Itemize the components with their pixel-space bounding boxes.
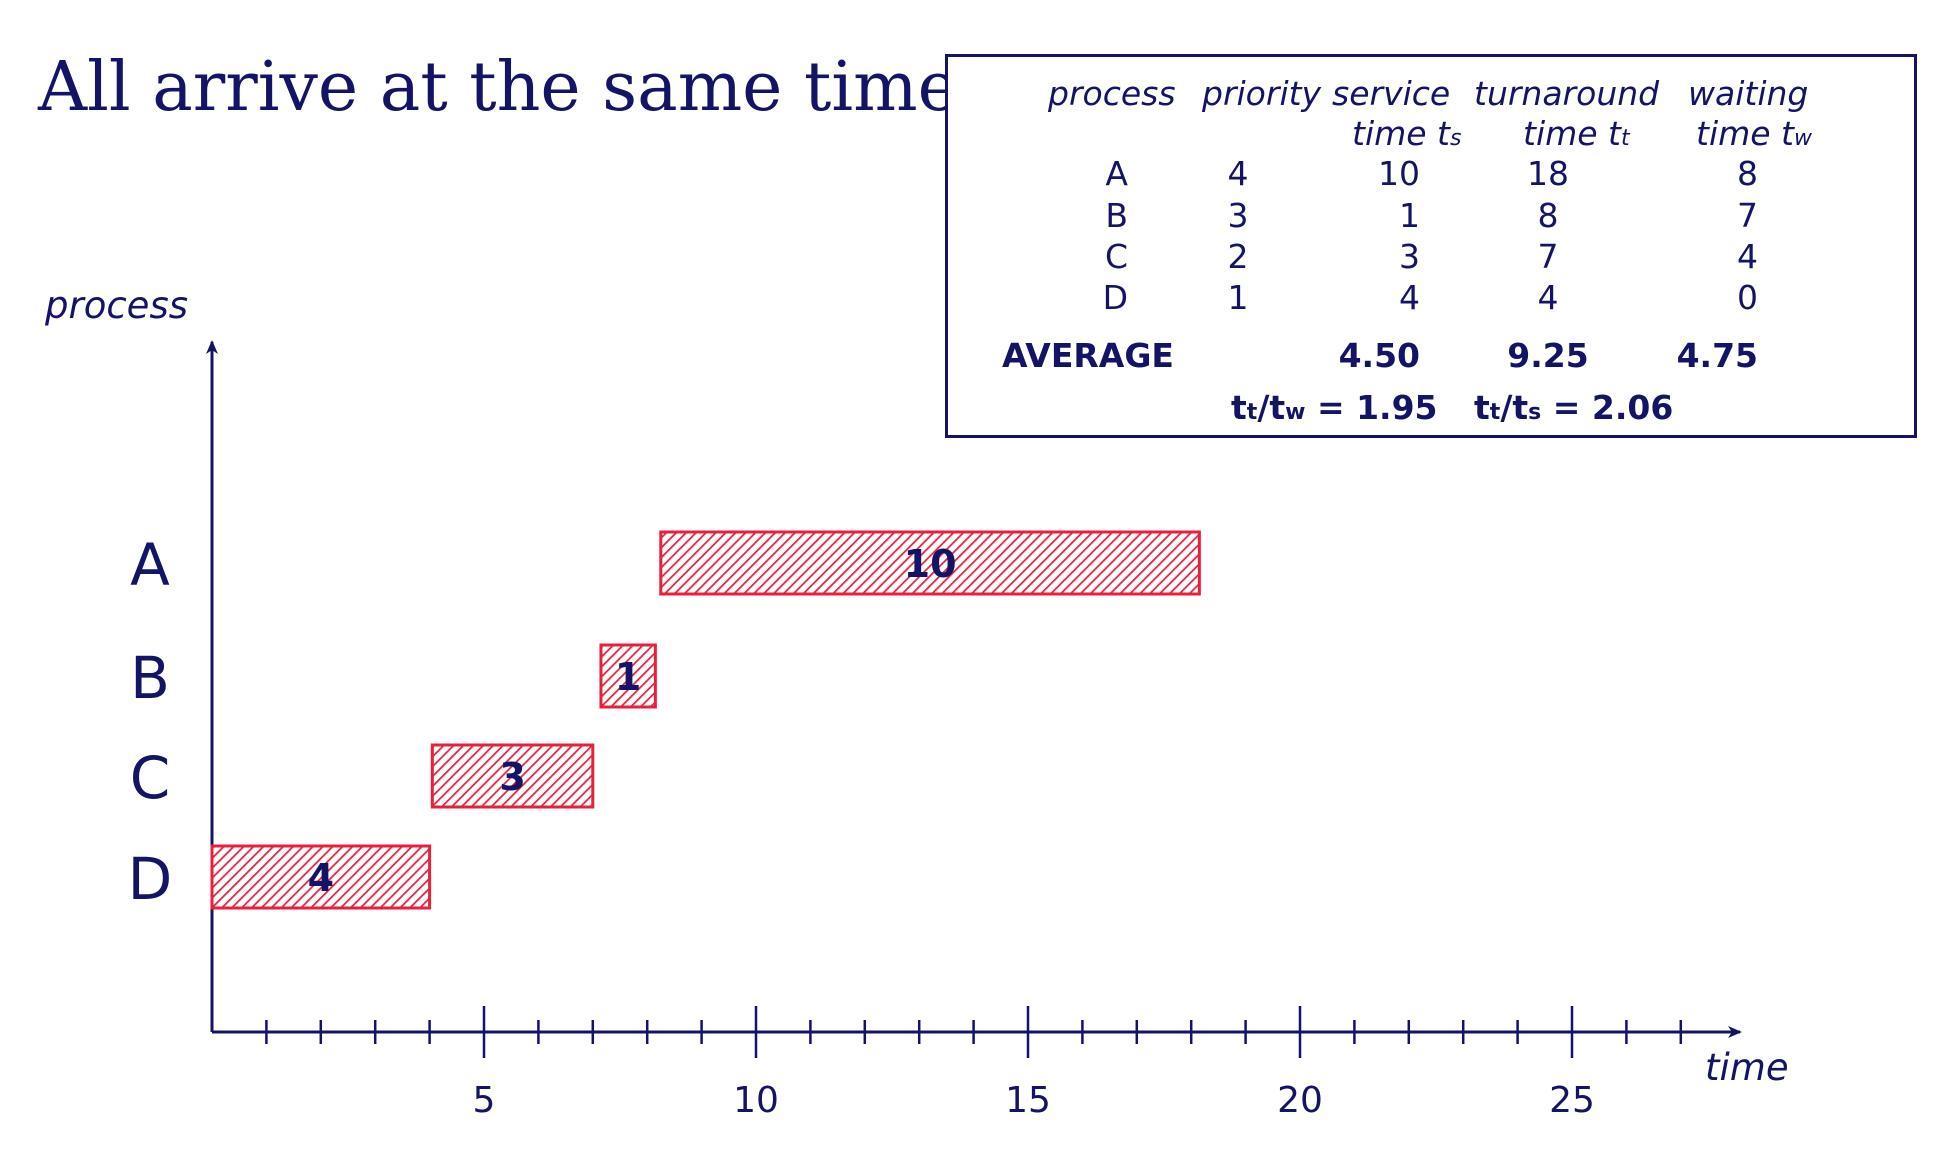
cell-process-c: C bbox=[1104, 237, 1128, 276]
x-tick-label: 25 bbox=[1549, 1080, 1595, 1121]
bar-d bbox=[210, 844, 432, 910]
cell-priority-c: 2 bbox=[1227, 237, 1249, 276]
header-service: service bbox=[1332, 74, 1451, 113]
header-waiting-time: time tw bbox=[1696, 114, 1812, 153]
x-tick-label: 5 bbox=[473, 1080, 496, 1121]
header-service-time: time ts bbox=[1352, 114, 1462, 153]
cell-waiting-a: 8 bbox=[1737, 154, 1758, 193]
cell-priority-b: 3 bbox=[1227, 196, 1249, 235]
average-service: 4.50 bbox=[1338, 336, 1420, 375]
process-label-b: B bbox=[130, 644, 170, 712]
x-tick-label: 10 bbox=[733, 1080, 779, 1121]
bar-c bbox=[430, 743, 595, 809]
y-axis-label: process bbox=[44, 284, 188, 327]
cell-turnaround-a: 18 bbox=[1527, 154, 1569, 193]
bar-label-d: 4 bbox=[308, 856, 334, 900]
cell-waiting-c: 4 bbox=[1737, 237, 1758, 276]
cell-waiting-b: 7 bbox=[1737, 196, 1758, 235]
bar-label-a: 10 bbox=[904, 542, 957, 586]
bar-label-c: 3 bbox=[499, 755, 525, 799]
header-waiting: waiting bbox=[1688, 74, 1809, 113]
cell-priority-d: 1 bbox=[1227, 278, 1249, 317]
cell-turnaround-b: 8 bbox=[1537, 196, 1559, 235]
average-waiting: 4.75 bbox=[1676, 336, 1758, 375]
average-label: AVERAGE bbox=[1002, 336, 1174, 375]
process-label-d: D bbox=[128, 845, 173, 913]
cell-process-d: D bbox=[1102, 278, 1128, 317]
cell-turnaround-d: 4 bbox=[1537, 278, 1559, 317]
cell-service-b: 1 bbox=[1399, 196, 1420, 235]
bar-b bbox=[599, 643, 657, 709]
x-tick-label: 20 bbox=[1277, 1080, 1323, 1121]
cell-waiting-d: 0 bbox=[1737, 278, 1758, 317]
header-turnaround-time: time tt bbox=[1523, 114, 1630, 153]
header-process: process bbox=[1048, 74, 1176, 113]
cell-service-c: 3 bbox=[1399, 237, 1420, 276]
ratio-turnaround-service: tt/ts = 2.06 bbox=[1474, 388, 1674, 427]
header-turnaround: turnaround bbox=[1474, 74, 1660, 113]
results-table: process priority service turnaround wait… bbox=[945, 54, 1917, 438]
bar-a bbox=[659, 530, 1201, 596]
x-axis-label: time bbox=[1705, 1046, 1789, 1089]
average-turnaround: 9.25 bbox=[1507, 336, 1589, 375]
process-label-a: A bbox=[130, 531, 170, 599]
cell-service-d: 4 bbox=[1399, 278, 1420, 317]
header-priority: priority bbox=[1202, 74, 1322, 113]
ratio-turnaround-waiting: tt/tw = 1.95 bbox=[1231, 388, 1438, 427]
cell-process-a: A bbox=[1105, 154, 1128, 193]
cell-turnaround-c: 7 bbox=[1537, 237, 1559, 276]
cell-service-a: 10 bbox=[1378, 154, 1420, 193]
process-label-c: C bbox=[130, 744, 171, 812]
bar-label-b: 1 bbox=[615, 655, 641, 699]
page-title: All arrive at the same time. bbox=[38, 48, 980, 127]
cell-process-b: B bbox=[1105, 196, 1128, 235]
cell-priority-a: 4 bbox=[1227, 154, 1249, 193]
x-tick-label: 15 bbox=[1005, 1080, 1051, 1121]
